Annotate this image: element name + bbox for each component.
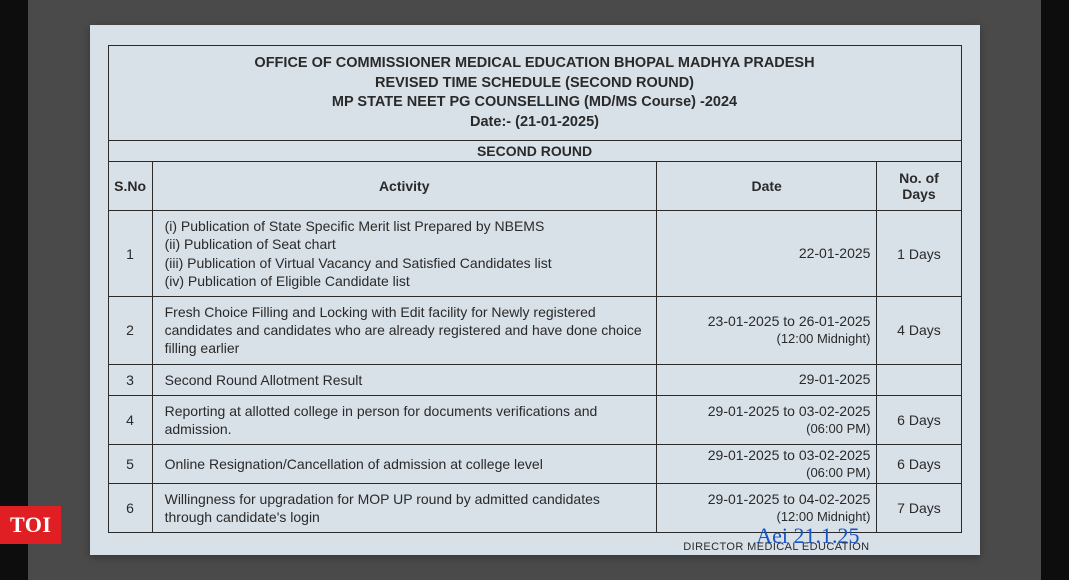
row-days: 7 Days: [877, 483, 961, 532]
row-sno: 1: [108, 211, 152, 297]
row-days: [877, 364, 961, 395]
row-activity: Fresh Choice Filling and Locking with Ed…: [159, 299, 650, 362]
row-date: 29-01-2025 to 03-02-2025 (06:00 PM): [656, 395, 877, 444]
col-days: No. of Days: [877, 162, 961, 211]
round-label: SECOND ROUND: [108, 141, 961, 162]
schedule-table: OFFICE OF COMMISSIONER MEDICAL EDUCATION…: [108, 45, 962, 533]
row-sno: 2: [108, 297, 152, 365]
row-sno: 4: [108, 395, 152, 444]
row-date: 23-01-2025 to 26-01-2025 (12:00 Midnight…: [656, 297, 877, 365]
row-activity: Reporting at allotted college in person …: [159, 398, 650, 442]
row-sno: 3: [108, 364, 152, 395]
signature-title: DIRECTOR MEDICAL EDUCATION: [683, 541, 869, 553]
header-line-1: OFFICE OF COMMISSIONER MEDICAL EDUCATION…: [119, 54, 951, 74]
row-activity: (i) Publication of State Specific Merit …: [159, 213, 650, 294]
row-days: 4 Days: [877, 297, 961, 365]
row-sno: 6: [108, 483, 152, 532]
row-sno: 5: [108, 445, 152, 484]
row-activity: Online Resignation/Cancellation of admis…: [159, 451, 650, 477]
col-activity: Activity: [152, 162, 656, 211]
row-date: 22-01-2025: [656, 211, 877, 297]
col-date: Date: [656, 162, 877, 211]
row-days: 6 Days: [877, 395, 961, 444]
row-date: 29-01-2025: [656, 364, 877, 395]
document-header: OFFICE OF COMMISSIONER MEDICAL EDUCATION…: [115, 48, 955, 138]
header-line-3: MP STATE NEET PG COUNSELLING (MD/MS Cour…: [119, 93, 951, 113]
row-days: 1 Days: [877, 211, 961, 297]
document-page: OFFICE OF COMMISSIONER MEDICAL EDUCATION…: [90, 25, 980, 555]
row-activity: Willingness for upgradation for MOP UP r…: [159, 486, 650, 530]
header-line-4: Date:- (21-01-2025): [119, 113, 951, 133]
row-activity: Second Round Allotment Result: [159, 367, 650, 393]
col-sno: S.No: [108, 162, 152, 211]
header-line-2: REVISED TIME SCHEDULE (SECOND ROUND): [119, 74, 951, 94]
toi-logo-badge: TOI: [0, 506, 61, 544]
row-days: 6 Days: [877, 445, 961, 484]
row-date: 29-01-2025 to 03-02-2025 (06:00 PM): [656, 445, 877, 484]
